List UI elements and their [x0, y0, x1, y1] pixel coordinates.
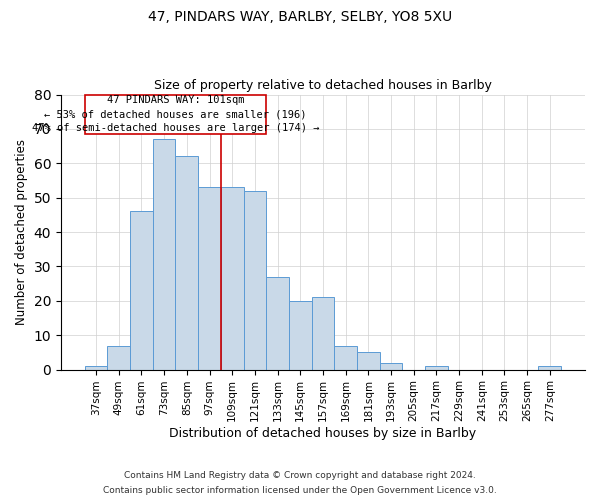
- Bar: [289, 301, 311, 370]
- Text: Contains HM Land Registry data © Crown copyright and database right 2024.: Contains HM Land Registry data © Crown c…: [124, 471, 476, 480]
- Bar: [311, 298, 334, 370]
- Bar: [538, 366, 561, 370]
- Bar: [130, 212, 153, 370]
- Bar: [425, 366, 448, 370]
- Bar: [153, 139, 175, 370]
- Text: 47, PINDARS WAY, BARLBY, SELBY, YO8 5XU: 47, PINDARS WAY, BARLBY, SELBY, YO8 5XU: [148, 10, 452, 24]
- Bar: [107, 346, 130, 370]
- Bar: [380, 362, 403, 370]
- Bar: [198, 188, 221, 370]
- Bar: [244, 191, 266, 370]
- Text: 47 PINDARS WAY: 101sqm
← 53% of detached houses are smaller (196)
47% of semi-de: 47 PINDARS WAY: 101sqm ← 53% of detached…: [32, 96, 319, 134]
- Bar: [85, 366, 107, 370]
- Bar: [266, 277, 289, 370]
- Title: Size of property relative to detached houses in Barlby: Size of property relative to detached ho…: [154, 79, 492, 92]
- Text: Contains public sector information licensed under the Open Government Licence v3: Contains public sector information licen…: [103, 486, 497, 495]
- Bar: [334, 346, 357, 370]
- X-axis label: Distribution of detached houses by size in Barlby: Distribution of detached houses by size …: [169, 427, 476, 440]
- Bar: [221, 188, 244, 370]
- Bar: [357, 352, 380, 370]
- Y-axis label: Number of detached properties: Number of detached properties: [15, 139, 28, 325]
- Bar: [175, 156, 198, 370]
- FancyBboxPatch shape: [85, 94, 266, 134]
